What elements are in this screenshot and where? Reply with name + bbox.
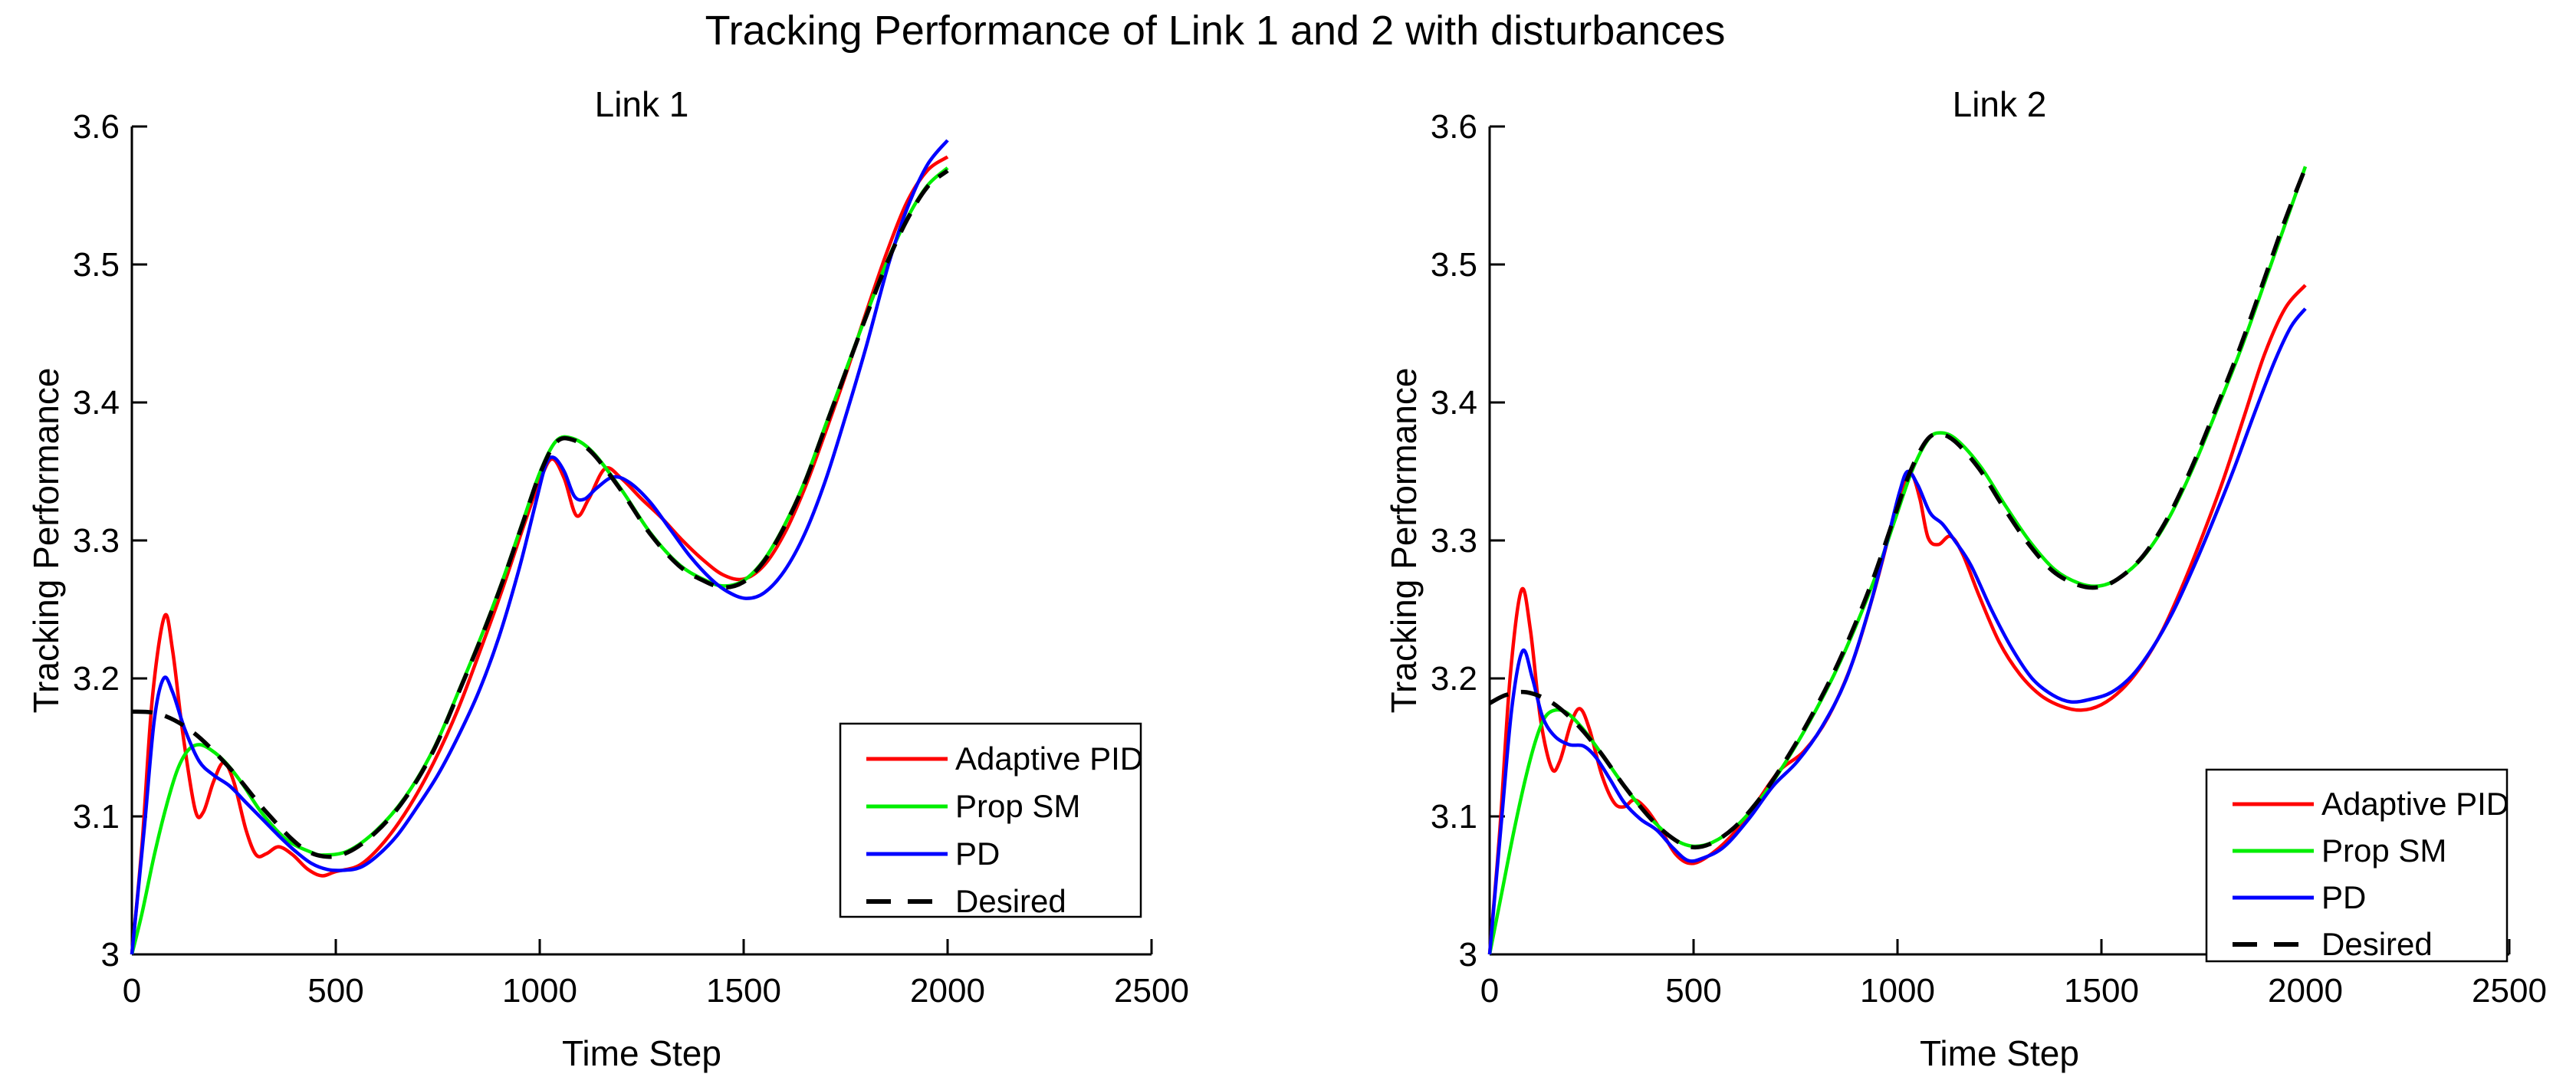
x-tick-label: 0 — [1480, 972, 1499, 1010]
x-tick-label: 2000 — [2268, 972, 2343, 1010]
x-tick-label: 1000 — [1860, 972, 1935, 1010]
x-tick-label: 2500 — [2472, 972, 2547, 1010]
legend-label-adaptive-pid: Adaptive PID — [2321, 786, 2509, 822]
legend-label-desired: Desired — [2321, 926, 2433, 962]
legend-label-pd: PD — [2321, 879, 2366, 915]
figure-title: Tracking Performance of Link 1 and 2 wit… — [705, 8, 1726, 54]
x-tick-label: 2000 — [910, 972, 985, 1010]
x-tick-label: 1500 — [2064, 972, 2139, 1010]
panel-link-2: 0 500 1000 1500 2000 2500 3 3.1 3.2 3.3 3.4 3.5 3.6 — [1431, 108, 2547, 1010]
y-tick-label: 3.2 — [1431, 660, 1477, 698]
curve-adaptive-pid — [1487, 284, 2307, 955]
plot-panels: 0 500 1000 1500 2000 250033.13.23.33.43.53.60… — [73, 108, 2547, 1010]
y-tick-label: 3 — [1459, 936, 1477, 974]
curve-pd — [1487, 307, 2307, 955]
legend-box — [2205, 768, 2509, 963]
x-tick-label: 0 — [123, 972, 141, 1010]
legend-label-adaptive-pid: Adaptive PID — [955, 741, 1143, 777]
subplot-title-link2: Link 2 — [1953, 84, 2047, 124]
curve-desired — [1488, 167, 2308, 850]
ylabel-left: Tracking Performance — [26, 368, 66, 714]
y-tick-label: 3 — [101, 936, 120, 974]
y-tick-label: 3.4 — [73, 384, 120, 422]
x-tick-label: 1000 — [502, 972, 577, 1010]
curve-desired — [131, 169, 949, 859]
x-tick-label: 1500 — [706, 972, 781, 1010]
y-tick-label: 3.4 — [1431, 384, 1477, 422]
y-tick-label: 3.3 — [1431, 522, 1477, 560]
legend-label-prop-sm: Prop SM — [955, 788, 1080, 824]
legend-right: Adaptive PID Prop SM PD Desired — [2205, 768, 2509, 963]
panel-link-1: 0 500 1000 1500 2000 2500 3 3.1 3.2 3.3 3.4 3.5 3.6 — [73, 108, 1189, 1010]
curve-adaptive-pid — [130, 155, 949, 955]
x-tick-label: 500 — [1665, 972, 1721, 1010]
x-tick-label: 2500 — [1114, 972, 1189, 1010]
legend-box — [839, 722, 1142, 918]
y-tick-label: 3.2 — [73, 660, 120, 698]
x-tick-label: 500 — [307, 972, 363, 1010]
legend-label-prop-sm: Prop SM — [2321, 832, 2446, 869]
subplot-title-link1: Link 1 — [595, 84, 689, 124]
y-tick-label: 3.6 — [1431, 108, 1477, 146]
legend-label-pd: PD — [955, 836, 1000, 872]
y-tick-label: 3.1 — [1431, 798, 1477, 836]
xlabel-right: Time Step — [1920, 1033, 2079, 1073]
y-tick-label: 3.5 — [73, 246, 120, 284]
curve-prop-sm — [1487, 166, 2308, 955]
legend-label-desired: Desired — [955, 883, 1066, 919]
ylabel-right: Tracking Performance — [1384, 368, 1424, 714]
curve-pd — [130, 139, 949, 955]
xlabel-left: Time Step — [562, 1033, 721, 1073]
y-tick-label: 3.1 — [73, 798, 120, 836]
y-tick-label: 3.6 — [73, 108, 120, 146]
legend-left: Adaptive PID Prop SM PD Desired — [839, 722, 1143, 919]
curve-prop-sm — [130, 166, 949, 955]
y-tick-label: 3.3 — [73, 522, 120, 560]
y-tick-label: 3.5 — [1431, 246, 1477, 284]
